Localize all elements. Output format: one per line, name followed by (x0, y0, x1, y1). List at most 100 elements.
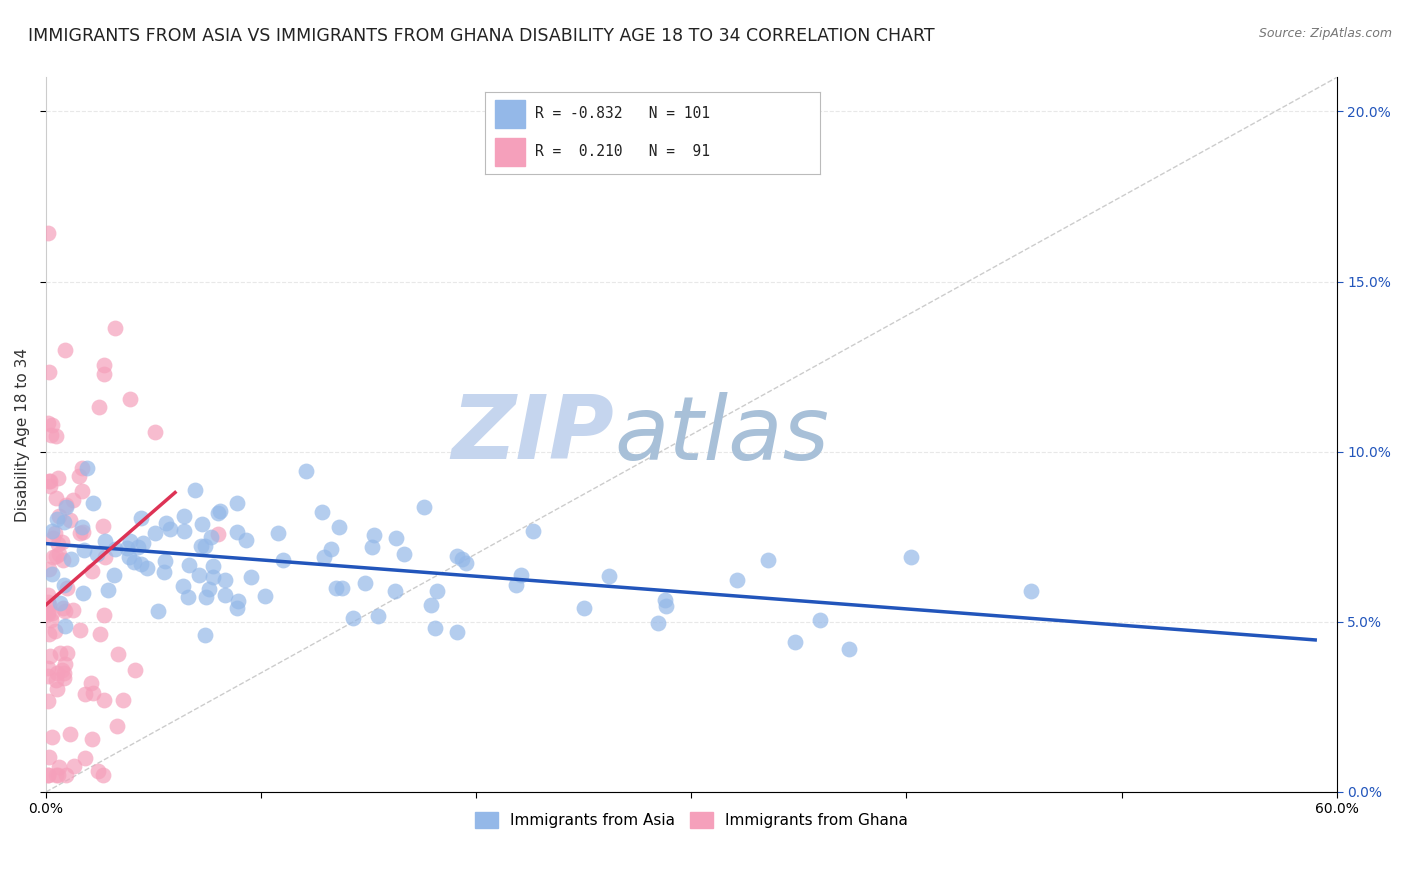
Point (394, 548, 416, 562)
Point (45, 673, 67, 687)
Point (82, 686, 104, 700)
Text: Source: ZipAtlas.com: Source: ZipAtlas.com (1258, 27, 1392, 40)
Point (53, 619, 76, 633)
Point (44, 526, 66, 541)
Point (118, 550, 141, 565)
Point (194, 539, 217, 553)
Point (70, 483, 93, 498)
Point (148, 604, 170, 618)
Point (225, 600, 247, 615)
Text: atlas: atlas (614, 392, 828, 478)
Point (52, 553, 75, 567)
Point (200, 530, 222, 544)
Point (446, 624, 468, 639)
Point (209, 503, 232, 517)
Point (59, 552, 82, 566)
Point (155, 553, 177, 567)
Point (226, 525, 249, 540)
Point (159, 522, 181, 536)
Point (80, 676, 103, 690)
Point (143, 425, 166, 439)
Point (37, 588, 59, 602)
Point (647, 615, 669, 630)
Point (53, 515, 76, 529)
Point (124, 663, 146, 677)
Point (37, 226, 59, 240)
Point (72, 586, 94, 600)
Point (235, 533, 257, 547)
Point (72, 520, 94, 534)
Point (41, 524, 63, 538)
Point (73, 750, 96, 764)
Point (53, 604, 76, 618)
Point (321, 541, 343, 556)
Point (38, 749, 60, 764)
Point (136, 561, 159, 575)
Point (55, 498, 77, 512)
Point (598, 568, 620, 582)
Point (45, 491, 67, 505)
Point (197, 582, 219, 597)
Point (214, 573, 236, 587)
Point (240, 570, 263, 584)
Point (82, 731, 104, 746)
Point (522, 524, 544, 538)
Point (38, 365, 60, 379)
Point (55, 500, 77, 515)
Point (52, 578, 75, 592)
Point (53, 671, 76, 685)
Point (202, 570, 225, 584)
Point (38, 598, 60, 612)
Point (132, 536, 155, 550)
Legend: Immigrants from Asia, Immigrants from Ghana: Immigrants from Asia, Immigrants from Gh… (468, 806, 914, 834)
Point (655, 599, 678, 614)
Point (44, 624, 66, 638)
Point (49, 646, 72, 660)
Point (384, 531, 406, 545)
Point (129, 510, 152, 524)
Point (38, 648, 60, 663)
Point (41, 566, 63, 581)
Point (143, 525, 166, 540)
Point (45, 682, 67, 697)
Point (173, 579, 195, 593)
Point (456, 556, 478, 570)
Y-axis label: Disability Age 18 to 34: Disability Age 18 to 34 (15, 348, 30, 522)
Point (115, 541, 138, 555)
Point (173, 508, 195, 523)
Point (76, 461, 98, 475)
Point (55, 768, 77, 782)
Point (48, 759, 70, 773)
Point (37, 595, 59, 609)
Point (122, 555, 145, 569)
Point (838, 641, 860, 656)
Point (45, 549, 67, 563)
Point (67, 469, 90, 483)
Point (37, 694, 59, 708)
Point (311, 506, 333, 520)
Point (104, 320, 127, 334)
Point (45, 511, 67, 525)
Point (52, 600, 75, 615)
Text: IMMIGRANTS FROM ASIA VS IMMIGRANTS FROM GHANA DISABILITY AGE 18 TO 34 CORRELATIO: IMMIGRANTS FROM ASIA VS IMMIGRANTS FROM … (28, 27, 935, 45)
Point (194, 628, 217, 642)
Point (107, 647, 129, 661)
Point (45, 428, 67, 442)
Point (93, 608, 115, 623)
Point (214, 588, 236, 602)
Point (51, 663, 73, 677)
Point (127, 540, 149, 554)
Point (328, 519, 350, 533)
Point (48, 548, 70, 562)
Point (46, 537, 69, 551)
Point (294, 464, 316, 478)
Point (48, 509, 70, 524)
Point (73, 687, 96, 701)
Point (39, 479, 62, 493)
Point (271, 553, 294, 567)
Point (86, 547, 108, 561)
Point (93, 359, 115, 373)
Point (53, 657, 76, 672)
Point (354, 575, 377, 590)
Point (41, 606, 63, 620)
